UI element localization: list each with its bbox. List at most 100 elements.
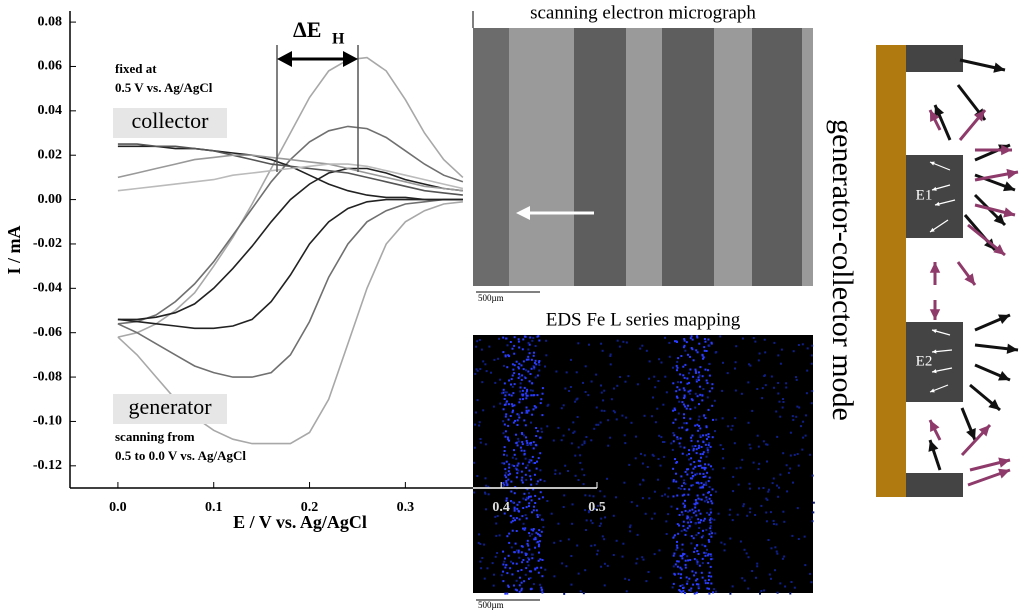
eds-dot	[538, 364, 541, 366]
eds-dot	[530, 421, 532, 424]
eds-dot	[505, 401, 508, 404]
eds-dot	[806, 369, 809, 372]
eds-dot	[603, 409, 606, 412]
eds-dot	[694, 506, 697, 509]
eds-dot	[498, 534, 501, 537]
eds-dot	[672, 554, 675, 557]
eds-dot	[801, 448, 804, 451]
eds-dot	[751, 409, 754, 412]
eds-dot	[502, 420, 505, 423]
eds-dot	[476, 340, 479, 343]
eds-dot	[694, 406, 697, 409]
eds-dot	[683, 376, 686, 379]
eds-dot	[754, 340, 757, 343]
eds-dot	[774, 546, 777, 549]
eds-dot	[541, 496, 544, 499]
eds-dot	[539, 469, 542, 472]
eds-dot	[760, 590, 763, 592]
eds-dot	[682, 387, 685, 390]
eds-dot	[512, 409, 514, 412]
eds-dot	[778, 400, 781, 403]
eds-dot	[485, 484, 488, 487]
eds-dot	[676, 523, 679, 526]
label-box	[113, 108, 227, 138]
eds-dot	[562, 434, 565, 437]
y-tick-label: -0.06	[33, 325, 62, 340]
eds-dot	[694, 473, 697, 476]
eds-dot	[715, 418, 718, 421]
eds-dot	[698, 444, 701, 447]
eds-dot	[689, 408, 692, 411]
eds-dot	[664, 336, 666, 339]
eds-dot	[502, 408, 505, 411]
eds-dot	[502, 570, 505, 573]
y-tick-label: -0.02	[33, 236, 62, 251]
eds-dot	[713, 399, 716, 402]
eds-dot	[704, 463, 707, 466]
eds-dot	[595, 373, 598, 376]
eds-dot	[559, 539, 562, 542]
eds-dot	[685, 530, 688, 532]
eds-dot	[601, 535, 604, 538]
eds-dot	[756, 565, 759, 568]
eds-dot	[519, 446, 522, 449]
eds-dot	[526, 487, 529, 490]
x-axis-label: E / V vs. Ag/AgCl	[233, 512, 367, 532]
eds-dot	[676, 544, 679, 547]
eds-dot	[675, 340, 678, 343]
eds-dot	[741, 577, 744, 580]
eds-dot	[691, 445, 694, 448]
eds-dot	[714, 351, 717, 354]
eds-dot	[538, 529, 541, 532]
eds-dot	[772, 477, 775, 480]
eds-dot	[641, 462, 644, 465]
eds-dot	[702, 472, 705, 475]
eds-dot	[530, 553, 533, 556]
eds-dot	[478, 421, 481, 424]
eds-dot	[665, 533, 668, 535]
x-tick-label: 0.0	[109, 500, 127, 515]
eds-dot	[630, 501, 633, 504]
eds-dot	[742, 505, 745, 508]
eds-dot	[707, 338, 710, 341]
eds-dot	[528, 352, 531, 355]
eds-dot	[695, 514, 698, 517]
eds-dot	[697, 532, 700, 535]
eds-dot	[523, 580, 526, 583]
eds-dot	[599, 490, 602, 493]
eds-dot	[576, 416, 579, 418]
eds-dot	[689, 559, 692, 561]
eds-dot	[682, 525, 685, 528]
eds-dot	[707, 575, 710, 578]
eds-dot	[516, 413, 519, 416]
eds-dot	[778, 486, 780, 489]
eds-dot	[484, 363, 487, 366]
eds-dot	[537, 335, 540, 338]
eds-dot	[524, 573, 527, 576]
eds-dot	[497, 357, 500, 360]
eds-dot	[521, 481, 524, 484]
eds-dot	[505, 480, 508, 482]
eds-dot	[707, 369, 709, 372]
eds-dot	[705, 350, 708, 352]
eds-dot	[532, 441, 535, 444]
eds-dot	[702, 440, 705, 443]
eds-dot	[513, 492, 516, 495]
eds-dot	[811, 344, 814, 347]
eds-dot	[515, 476, 518, 479]
eds-dot	[710, 518, 713, 520]
eds-dot	[729, 592, 732, 595]
eds-dot	[645, 580, 648, 583]
eds-dot	[696, 335, 699, 338]
flux-arrow-head	[1003, 207, 1015, 218]
eds-dot	[665, 391, 668, 394]
eds-dot	[520, 378, 523, 381]
series-line	[117, 198, 463, 378]
eds-dot	[484, 492, 487, 495]
eds-dot	[520, 551, 523, 554]
eds-dot	[657, 478, 659, 481]
eds-dot	[529, 534, 531, 537]
eds-dot	[684, 509, 687, 512]
eds-dot	[515, 433, 517, 436]
eds-dot	[685, 422, 688, 425]
